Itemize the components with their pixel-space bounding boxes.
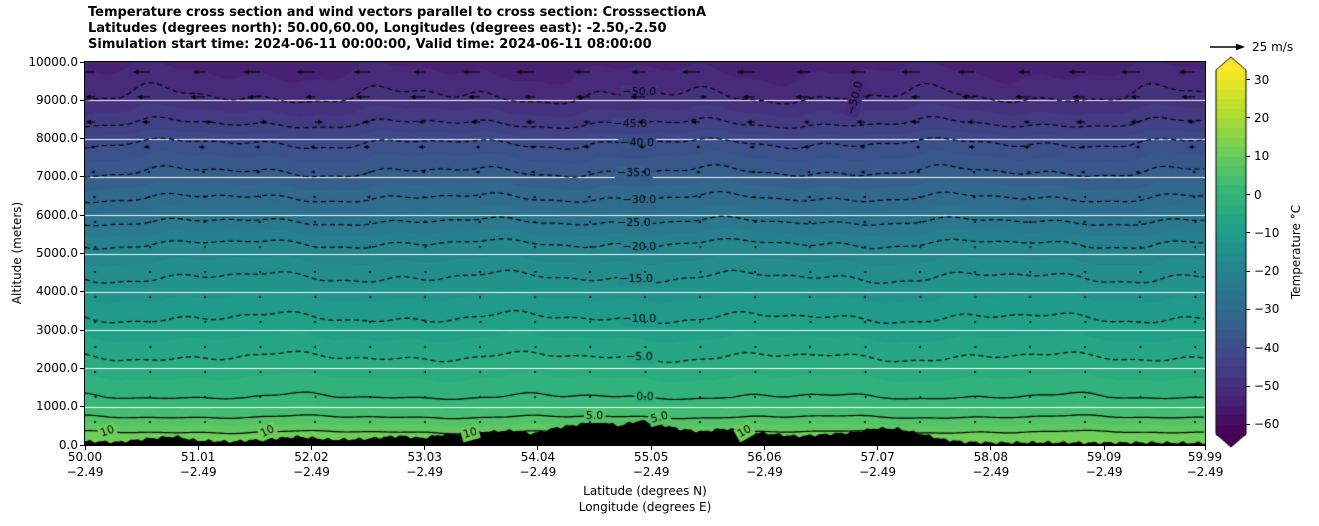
x-tick-latitude: 56.06 — [747, 450, 782, 464]
x-axis-label-line-1: Latitude (degrees N) — [583, 484, 707, 498]
x-tick-latitude: 57.07 — [860, 450, 895, 464]
colorbar-tick-label: 20 — [1254, 110, 1270, 125]
x-tick-label: 54.04 −2.49 — [493, 450, 583, 479]
plot-area — [84, 61, 1206, 446]
y-tick-label: 3000.0 — [36, 322, 78, 337]
x-tick-latitude: 52.02 — [294, 450, 329, 464]
x-tick-label: 50.00 −2.49 — [40, 450, 130, 479]
y-tick-label: 8000.0 — [36, 131, 78, 146]
x-tick-longitude: −2.49 — [972, 464, 1010, 479]
x-tick-label: 53.03 −2.49 — [380, 450, 470, 479]
wind-key: 25 m/s — [1210, 40, 1293, 54]
x-axis-label: Latitude (degrees N) Longitude (degrees … — [85, 483, 1205, 515]
x-tick-mark — [197, 446, 199, 450]
y-tick-label: 1000.0 — [36, 399, 78, 414]
x-tick-latitude: 51.01 — [181, 450, 216, 464]
colorbar-tick-label: 10 — [1254, 149, 1270, 164]
y-tick-label: 0.0 — [58, 437, 78, 452]
title-line-3: Simulation start time: 2024-06-11 00:00:… — [88, 37, 652, 52]
x-tick-mark — [310, 446, 312, 450]
x-tick-label: 52.02 −2.49 — [266, 450, 356, 479]
x-tick-longitude: −2.49 — [859, 464, 897, 479]
x-tick-longitude: −2.49 — [293, 464, 330, 479]
x-tick-mark — [877, 446, 879, 450]
x-tick-latitude: 50.00 — [67, 450, 103, 464]
x-tick-mark — [84, 446, 86, 450]
cross-section-canvas — [85, 62, 1205, 445]
colorbar-tick-label: −40 — [1254, 340, 1280, 355]
x-tick-longitude: −2.49 — [1085, 464, 1123, 479]
y-tick-label: 7000.0 — [36, 169, 78, 184]
x-tick-mark — [537, 446, 539, 450]
colorbar-tick-label: −10 — [1254, 225, 1280, 240]
colorbar-tick-label: −50 — [1254, 379, 1280, 394]
wind-key-arrow-head — [1236, 43, 1245, 51]
x-tick-latitude: 54.04 — [520, 450, 556, 464]
x-tick-mark — [990, 446, 992, 450]
x-tick-label: 58.08 −2.49 — [946, 450, 1036, 479]
x-tick-label: 51.01 −2.49 — [153, 450, 243, 479]
wind-key-label: 25 m/s — [1252, 40, 1293, 54]
y-tick-label: 2000.0 — [36, 360, 78, 375]
x-tick-mark — [650, 446, 652, 450]
x-tick-mark — [1204, 446, 1206, 450]
title-line-1: Temperature cross section and wind vecto… — [88, 5, 707, 20]
y-axis-label: Altitude (meters) — [10, 201, 24, 305]
x-tick-label: 55.05 −2.49 — [606, 450, 696, 479]
colorbar-tick-label: −20 — [1254, 264, 1280, 279]
x-tick-latitude: 59.09 — [1086, 450, 1122, 464]
x-tick-label: 56.06 −2.49 — [719, 450, 809, 479]
x-tick-longitude: −2.49 — [179, 464, 217, 479]
x-axis-label-line-2: Longitude (degrees E) — [578, 500, 712, 514]
x-tick-longitude: −2.49 — [632, 464, 670, 479]
colorbar-tick-label: −60 — [1254, 417, 1280, 432]
x-tick-longitude: −2.49 — [66, 464, 104, 479]
y-tick-label: 10000.0 — [28, 54, 78, 69]
x-tick-latitude: 59.99 — [1187, 450, 1223, 464]
y-tick-label: 9000.0 — [36, 92, 78, 107]
x-tick-latitude: 55.05 — [633, 450, 669, 464]
x-tick-longitude: −2.49 — [1186, 464, 1224, 479]
plot-title: Temperature cross section and wind vecto… — [88, 5, 706, 53]
x-tick-latitude: 58.08 — [973, 450, 1009, 464]
x-tick-longitude: −2.49 — [746, 464, 783, 479]
colorbar-tick-label: 0 — [1254, 187, 1262, 202]
x-tick-longitude: −2.49 — [406, 464, 444, 479]
colorbar-tick-label: −30 — [1254, 302, 1280, 317]
colorbar-label: Temperature °C — [1289, 204, 1303, 300]
x-tick-label: 57.07 −2.49 — [833, 450, 923, 479]
x-tick-mark — [424, 446, 426, 450]
colorbar-tick-label: 30 — [1254, 72, 1270, 87]
x-tick-mark — [1103, 446, 1105, 450]
x-tick-longitude: −2.49 — [519, 464, 557, 479]
colorbar — [1214, 56, 1248, 448]
x-tick-latitude: 53.03 — [407, 450, 442, 464]
title-line-2: Latitudes (degrees north): 50.00,60.00, … — [88, 21, 667, 36]
x-tick-label: 59.99 −2.49 — [1160, 450, 1250, 479]
x-tick-label: 59.09 −2.49 — [1059, 450, 1149, 479]
x-tick-mark — [763, 446, 765, 450]
